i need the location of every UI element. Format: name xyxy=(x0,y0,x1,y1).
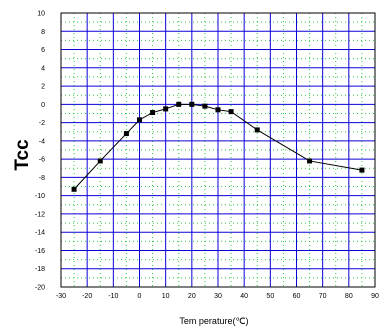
y-tick-label: -12 xyxy=(35,211,45,218)
y-tick-label: -4 xyxy=(39,138,45,145)
x-tick-label: 0 xyxy=(138,293,142,300)
x-axis-title: Tem perature(℃) xyxy=(179,316,248,326)
y-tick-label: -10 xyxy=(35,193,45,200)
data-point xyxy=(228,109,234,115)
data-point xyxy=(189,101,195,107)
x-tick-label: 70 xyxy=(319,293,327,300)
x-tick-label: -20 xyxy=(82,293,92,300)
plot-frame xyxy=(60,12,376,288)
x-tick-label: 90 xyxy=(371,293,379,300)
y-tick-label: -18 xyxy=(35,266,45,273)
x-tick-label: 80 xyxy=(345,293,353,300)
data-point xyxy=(150,110,156,116)
data-point xyxy=(163,106,169,112)
data-point xyxy=(202,103,208,109)
y-tick-label: -14 xyxy=(35,230,45,237)
data-point xyxy=(176,101,182,107)
y-tick-label: 4 xyxy=(41,65,45,72)
y-tick-label: -8 xyxy=(39,175,45,182)
y-tick-labels: 10 8 6 4 2 0 -2 -4 -6 -8 -10 -12 -14 -16 -18 -20 xyxy=(35,11,45,292)
data-point xyxy=(71,186,77,192)
x-tick-labels: -30 -20 -10 0 10 20 30 40 50 60 70 80 90 xyxy=(56,293,379,300)
y-tick-label: 6 xyxy=(41,47,45,54)
data-point xyxy=(97,158,103,164)
x-tick-label: -30 xyxy=(56,293,66,300)
y-tick-label: 10 xyxy=(37,11,45,18)
data-point xyxy=(123,131,129,137)
y-tick-label: 0 xyxy=(41,102,45,109)
data-point xyxy=(359,167,365,173)
x-tick-label: -10 xyxy=(108,293,118,300)
data-point xyxy=(137,117,142,123)
x-tick-label: 60 xyxy=(293,293,301,300)
y-tick-label: -2 xyxy=(39,120,45,127)
x-tick-label: 40 xyxy=(240,293,248,300)
x-tick-label: 10 xyxy=(162,293,170,300)
data-point xyxy=(307,158,313,164)
y-tick-label: -6 xyxy=(39,157,45,164)
data-point xyxy=(215,107,221,113)
y-tick-label: -20 xyxy=(35,285,45,292)
series-layer xyxy=(71,101,365,192)
x-tick-label: 50 xyxy=(266,293,274,300)
y-axis-title: Tcc xyxy=(12,139,33,171)
major-grid xyxy=(60,12,376,288)
y-tick-label: -16 xyxy=(35,248,45,255)
y-tick-label: 2 xyxy=(41,84,45,91)
x-tick-label: 30 xyxy=(214,293,222,300)
y-tick-label: 8 xyxy=(41,29,45,36)
data-point xyxy=(254,127,260,133)
x-tick-label: 20 xyxy=(188,293,196,300)
